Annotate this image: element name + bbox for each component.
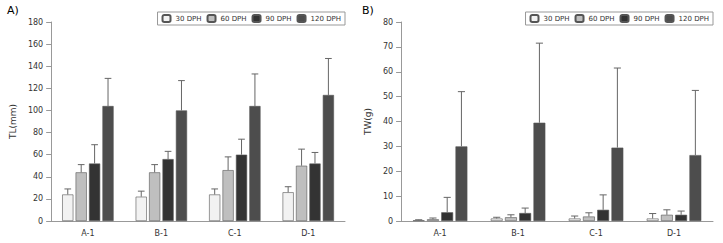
svg-text:30 DPH: 30 DPH bbox=[176, 15, 202, 23]
svg-text:30 DPH: 30 DPH bbox=[544, 15, 570, 23]
svg-text:80: 80 bbox=[383, 18, 393, 27]
svg-text:B-1: B-1 bbox=[511, 229, 524, 238]
svg-text:B-1: B-1 bbox=[155, 229, 168, 238]
svg-text:180: 180 bbox=[28, 18, 43, 27]
svg-text:D-1: D-1 bbox=[301, 229, 315, 238]
svg-text:40: 40 bbox=[383, 117, 393, 126]
svg-text:C-1: C-1 bbox=[228, 229, 242, 238]
svg-text:TL(mm): TL(mm) bbox=[8, 104, 18, 140]
svg-text:140: 140 bbox=[28, 62, 43, 71]
svg-text:50: 50 bbox=[383, 92, 393, 101]
svg-text:120 DPH: 120 DPH bbox=[679, 15, 709, 23]
svg-text:90 DPH: 90 DPH bbox=[634, 15, 660, 23]
svg-text:B): B) bbox=[362, 4, 374, 17]
svg-text:0: 0 bbox=[38, 217, 43, 226]
svg-text:90 DPH: 90 DPH bbox=[266, 15, 292, 23]
svg-text:70: 70 bbox=[383, 42, 393, 51]
svg-text:0: 0 bbox=[388, 217, 393, 226]
svg-text:A-1: A-1 bbox=[433, 229, 446, 238]
svg-text:TW(g): TW(g) bbox=[363, 108, 373, 136]
svg-text:60: 60 bbox=[33, 150, 43, 159]
svg-text:120 DPH: 120 DPH bbox=[311, 15, 341, 23]
svg-text:60: 60 bbox=[383, 67, 393, 76]
svg-text:10: 10 bbox=[383, 192, 393, 201]
svg-text:40: 40 bbox=[33, 172, 43, 181]
svg-text:120: 120 bbox=[28, 84, 43, 93]
svg-text:A): A) bbox=[7, 4, 19, 17]
svg-text:60 DPH: 60 DPH bbox=[221, 15, 247, 23]
svg-text:100: 100 bbox=[28, 106, 43, 115]
svg-text:160: 160 bbox=[28, 40, 43, 49]
svg-text:60 DPH: 60 DPH bbox=[589, 15, 615, 23]
svg-text:20: 20 bbox=[383, 167, 393, 176]
svg-text:D-1: D-1 bbox=[667, 229, 681, 238]
svg-text:20: 20 bbox=[33, 194, 43, 203]
svg-text:30: 30 bbox=[383, 142, 393, 151]
svg-text:A-1: A-1 bbox=[81, 229, 94, 238]
svg-text:80: 80 bbox=[33, 128, 43, 137]
svg-text:C-1: C-1 bbox=[589, 229, 603, 238]
